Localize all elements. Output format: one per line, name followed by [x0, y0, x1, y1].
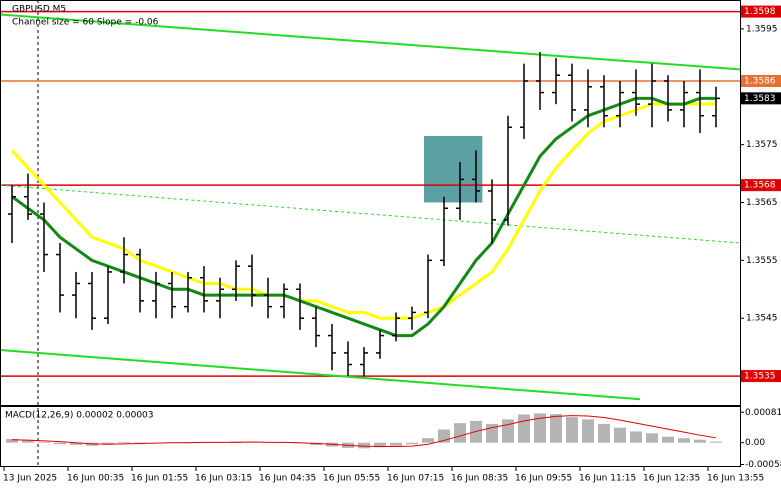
current-price-label: 1.3583 [744, 94, 776, 104]
macd-bar [502, 419, 514, 443]
macd-frame [0, 406, 741, 467]
trend-line [0, 184, 741, 244]
macd-bar [390, 442, 402, 446]
level-label: 1.3586 [744, 77, 776, 87]
plot: 13 Jun 2025 16 Jun 00:35 16 Jun 01:55 16 Ju… [0, 5, 781, 484]
x-tick-label: 16 Jun 01:55 [131, 474, 188, 484]
macd-bar [582, 419, 594, 443]
level-label: 1.3568 [744, 181, 776, 191]
macd-bar [422, 438, 434, 443]
level-label-box [741, 179, 781, 192]
y-tick-label: 1.3565 [746, 198, 778, 208]
x-tick-label: 16 Jun 11:15 [579, 474, 636, 484]
macd-bar [550, 414, 562, 443]
x-tick-label: 16 Jun 12:35 [643, 474, 700, 484]
price-frame [0, 0, 741, 406]
macd-bar [678, 438, 690, 443]
macd-bar [534, 413, 546, 443]
macd-bar [694, 439, 706, 443]
macd-bar [518, 414, 530, 443]
y-tick-label: -0.00058 [745, 460, 781, 470]
level-label: 1.3535 [744, 372, 776, 382]
x-tick-label: 16 Jun 04:35 [259, 474, 316, 484]
x-tick-label: 16 Jun 08:35 [451, 474, 508, 484]
macd-bar [70, 442, 82, 445]
macd-bar [646, 433, 658, 443]
signal-line [11, 415, 717, 447]
highlight-box [424, 135, 483, 203]
macd-bar [614, 427, 626, 443]
channel-info: Channel size = 60 Slope = -0.06 [12, 18, 159, 28]
macd-bar [38, 441, 50, 443]
macd-bar [374, 442, 386, 448]
x-tick-label: 16 Jun 03:15 [195, 474, 252, 484]
x-tick-label: 16 Jun 07:15 [387, 474, 444, 484]
moving-average [10, 102, 716, 320]
level-label-box [741, 75, 781, 87]
macd-title: MACD(12,26,9) 0.00002 0.00003 [5, 411, 154, 421]
macd-bar [598, 423, 610, 443]
y-tick-label: 0.00 [745, 438, 765, 448]
trend-line [0, 349, 641, 401]
y-tick-label: 1.3555 [746, 256, 778, 266]
moving-average [11, 96, 716, 338]
x-tick-label: 16 Jun 13:55 [707, 474, 764, 484]
macd-bar [102, 442, 114, 445]
macd-bar [710, 441, 722, 443]
y-tick-label: 0.00081 [745, 408, 781, 418]
x-tick-label: 13 Jun 2025 [3, 474, 57, 484]
level-label: 1.3598 [744, 7, 776, 17]
y-tick-label: 1.3575 [746, 140, 778, 150]
trend-line [0, 13, 741, 71]
x-tick-label: 16 Jun 00:35 [67, 474, 124, 484]
macd-bar [662, 436, 674, 443]
y-tick-label: 1.3595 [746, 24, 778, 34]
macd-bar [54, 442, 66, 445]
x-tick-label: 16 Jun 09:55 [515, 474, 572, 484]
macd-bar [566, 417, 578, 443]
x-tick-label: 16 Jun 05:55 [323, 474, 380, 484]
symbol-title: GBPUSD,M5 [12, 5, 66, 15]
macd-bar [358, 442, 370, 449]
level-label-box [741, 370, 781, 383]
y-tick-label: 1.3545 [746, 314, 778, 324]
macd-bar [454, 423, 466, 443]
current-price-box [741, 92, 781, 105]
macd-bar [118, 441, 130, 443]
macd-bar [22, 440, 34, 443]
level-label-box [741, 5, 781, 18]
macd-bar [630, 431, 642, 443]
macd-bar [6, 438, 18, 443]
macd-bar [406, 442, 418, 445]
